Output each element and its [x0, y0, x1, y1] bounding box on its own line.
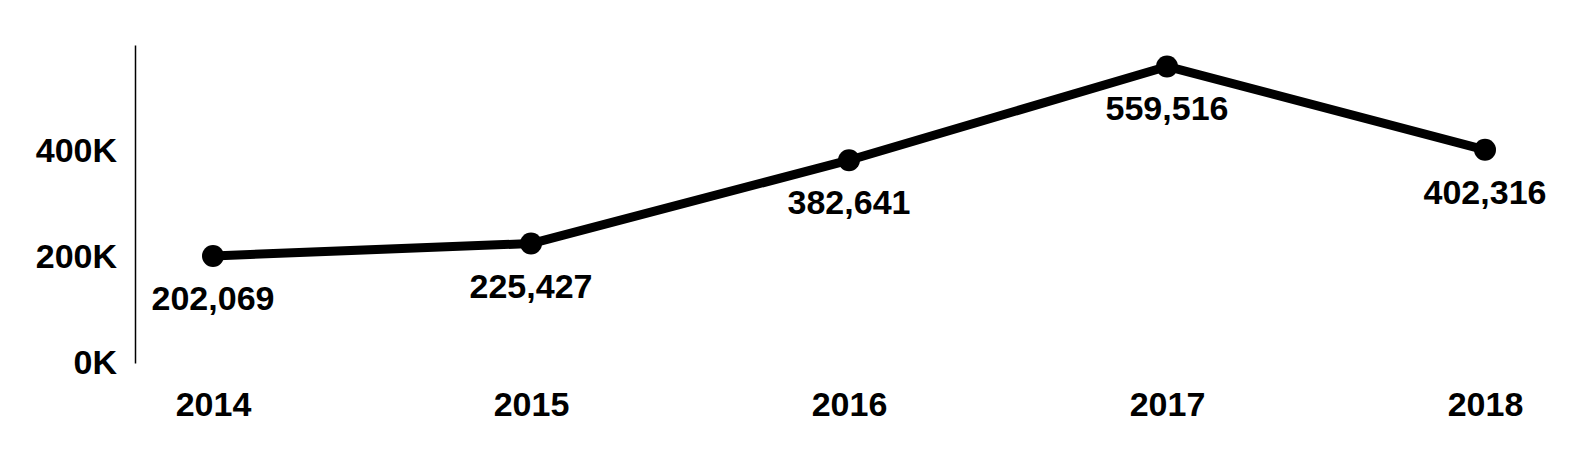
x-tick-label: 2016 — [812, 385, 888, 423]
y-tick-label: 400K — [36, 131, 118, 169]
data-label: 202,069 — [152, 279, 275, 317]
y-tick-label: 0K — [74, 343, 118, 381]
x-tick: 2015 — [494, 385, 570, 423]
marker — [1156, 55, 1178, 77]
chart: 0K 200K 400K 2014 2015 2016 2017 2018 202,069 225… — [0, 0, 1588, 475]
data-label: 402,316 — [1424, 173, 1547, 211]
data-labels: 202,069 225,427 382,641 559,516 402,316 — [152, 89, 1547, 316]
x-axis: 2014 2015 2016 2017 2018 — [176, 385, 1524, 423]
marker — [1474, 139, 1496, 161]
x-tick-label: 2014 — [176, 385, 252, 423]
data-label: 382,641 — [788, 183, 911, 221]
x-tick: 2018 — [1448, 385, 1524, 423]
y-axis: 0K 200K 400K — [36, 46, 136, 382]
marker — [202, 245, 224, 267]
data-label: 559,516 — [1106, 89, 1229, 127]
y-tick: 400K — [36, 131, 135, 169]
x-tick-label: 2018 — [1448, 385, 1524, 423]
plot-area — [202, 55, 1496, 266]
x-tick-label: 2015 — [494, 385, 570, 423]
marker — [520, 233, 542, 255]
marker — [838, 149, 860, 171]
x-tick-label: 2017 — [1130, 385, 1206, 423]
x-tick: 2014 — [176, 385, 252, 423]
y-tick: 200K — [36, 237, 135, 275]
y-axis-line — [135, 46, 137, 364]
y-tick-label: 200K — [36, 237, 118, 275]
x-tick: 2016 — [812, 385, 888, 423]
line — [213, 66, 1485, 255]
data-label: 225,427 — [470, 267, 593, 305]
y-tick: 0K — [74, 343, 135, 381]
x-tick: 2017 — [1130, 385, 1206, 423]
